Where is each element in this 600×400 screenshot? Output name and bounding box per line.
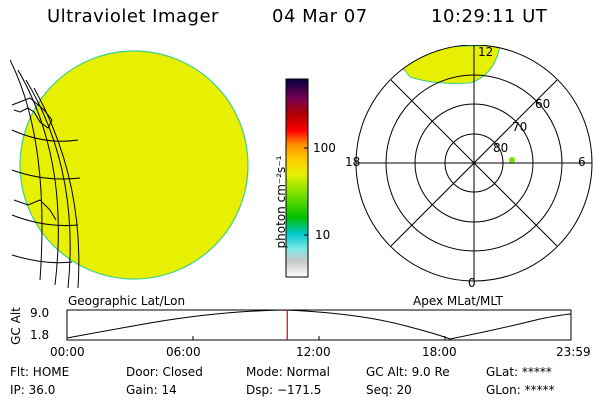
mlat-label-80: 80: [493, 141, 509, 155]
mlt-label-6: 6: [578, 155, 586, 169]
mlt-label-0: 0: [468, 276, 476, 290]
x-tick-0600: 06:00: [166, 345, 201, 359]
geographic-grid-lines: [10, 59, 81, 289]
x-tick-2359: 23:59: [556, 345, 591, 359]
colorbar-tick-100: 100: [313, 141, 336, 155]
apex-mlat-mlt-label: Apex MLat/MLT: [413, 294, 503, 308]
mlat-label-70: 70: [512, 120, 528, 134]
date-label: 04 Mar 07: [272, 6, 368, 27]
altitude-curve: [66, 309, 572, 340]
x-tick-1800: 18:00: [422, 345, 457, 359]
polar-grid: [355, 45, 593, 282]
status-dsp: Dsp: −171.5: [246, 383, 322, 397]
emission-spot: [509, 157, 515, 163]
colorbar-unit-label: photon cm⁻²s⁻¹: [274, 155, 288, 249]
status-glat: GLat: *****: [486, 365, 552, 379]
mlt-label-18: 18: [345, 155, 361, 169]
x-tick-0000: 00:00: [50, 345, 85, 359]
gc-alt-axis-title: GC Alt: [9, 307, 23, 345]
geographic-latlon-label: Geographic Lat/Lon: [68, 294, 186, 308]
status-glon: GLon: *****: [486, 383, 555, 397]
color-bar: [285, 78, 309, 278]
earth-disk-emission: [19, 50, 249, 280]
geographic-image-panel: [10, 50, 249, 289]
status-door: Door: Closed: [126, 365, 203, 379]
instrument-title: Ultraviolet Imager: [47, 6, 219, 27]
orbit-altitude-strip: [66, 309, 572, 341]
x-tick-1200: 12:00: [296, 345, 331, 359]
status-seq: Seq: 20: [366, 383, 412, 397]
status-gain: Gain: 14: [126, 383, 177, 397]
status-flight: Flt: HOME: [10, 365, 70, 379]
mlt-label-12: 12: [478, 45, 494, 59]
status-gc-alt: GC Alt: 9.0 Re: [366, 365, 450, 379]
polar-mlt-plot: [355, 45, 593, 282]
colorbar-tick-10: 10: [315, 228, 331, 242]
y-tick-1-8: 1.8: [30, 328, 50, 342]
status-ip: IP: 36.0: [10, 383, 56, 397]
mlat-label-60: 60: [535, 97, 551, 111]
status-mode: Mode: Normal: [246, 365, 330, 379]
time-label: 10:29:11 UT: [431, 6, 548, 27]
y-tick-9: 9.0: [30, 306, 50, 320]
